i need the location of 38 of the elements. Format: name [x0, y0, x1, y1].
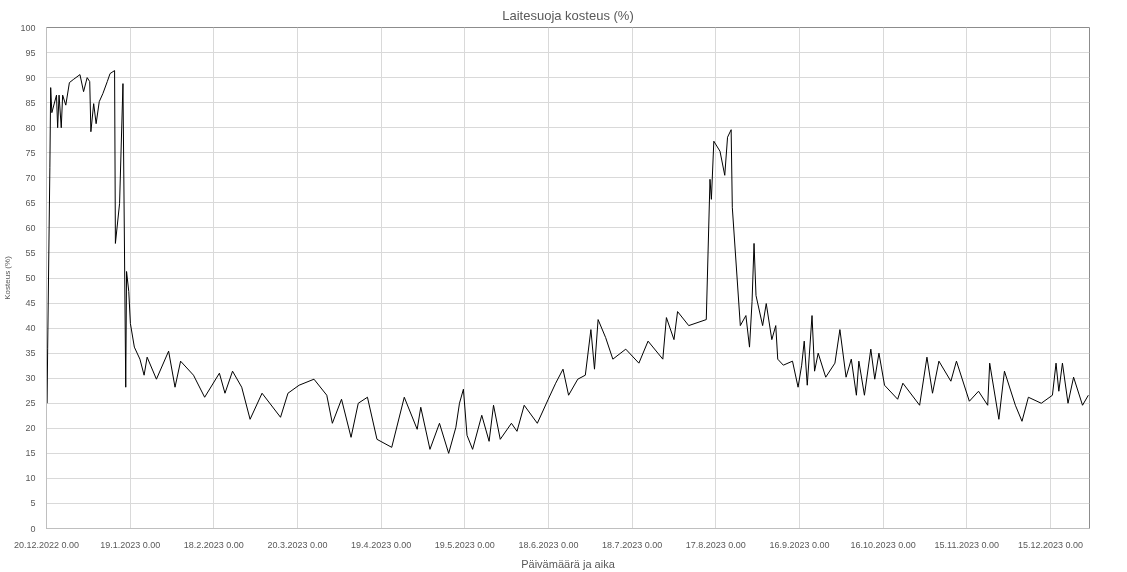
y-tick-label: 60: [25, 222, 36, 233]
y-tick-label: 100: [20, 22, 36, 33]
y-tick-label: 80: [25, 122, 36, 133]
y-tick-label: 55: [25, 247, 36, 258]
chart-title: Laitesuoja kosteus (%): [502, 7, 634, 23]
y-tick-label: 0: [30, 523, 36, 534]
x-tick-label: 18.6.2023 0.00: [518, 539, 579, 550]
y-tick-label: 5: [30, 498, 36, 509]
y-tick-label: 50: [25, 273, 36, 283]
x-tick-label: 16.10.2023 0.00: [850, 539, 916, 550]
y-tick-label: 65: [25, 197, 36, 208]
x-tick-label: 19.1.2023 0.00: [100, 539, 161, 550]
y-tick-label: 35: [25, 348, 36, 359]
y-tick-label: 95: [25, 47, 36, 58]
y-tick-label: 75: [25, 147, 36, 158]
x-tick-label: 19.5.2023 0.00: [434, 539, 495, 550]
x-tick-label: 16.9.2023 0.00: [769, 539, 830, 550]
x-tick-label: 15.11.2023 0.00: [934, 539, 999, 550]
y-tick-label: 20: [25, 423, 36, 434]
y-tick-label: 70: [25, 172, 36, 183]
x-tick-label: 17.8.2023 0.00: [685, 539, 746, 550]
y-tick-label: 40: [25, 323, 36, 334]
y-tick-label: 85: [25, 97, 36, 108]
y-tick-label: 25: [25, 398, 36, 409]
y-axis-title: Kosteus (%): [3, 255, 13, 300]
x-axis-title: Päivämäärä ja aika: [521, 557, 616, 570]
x-tick-label: 15.12.2023 0.00: [1017, 539, 1083, 550]
x-tick-label: 20.12.2022 0.00: [13, 539, 80, 550]
line-series: [46, 70, 1089, 454]
y-tick-label: 30: [25, 373, 36, 384]
x-tick-label: 18.2.2023 0.00: [183, 539, 244, 550]
y-tick-label: 10: [25, 473, 36, 484]
y-tick-label: 90: [25, 72, 36, 83]
y-tick-label: 45: [25, 298, 36, 309]
y-tick-label: 15: [25, 448, 36, 459]
x-tick-label: 19.4.2023 0.00: [351, 539, 412, 550]
x-tick-label: 18.7.2023 0.00: [602, 539, 663, 550]
x-tick-label: 20.3.2023 0.00: [267, 539, 328, 550]
